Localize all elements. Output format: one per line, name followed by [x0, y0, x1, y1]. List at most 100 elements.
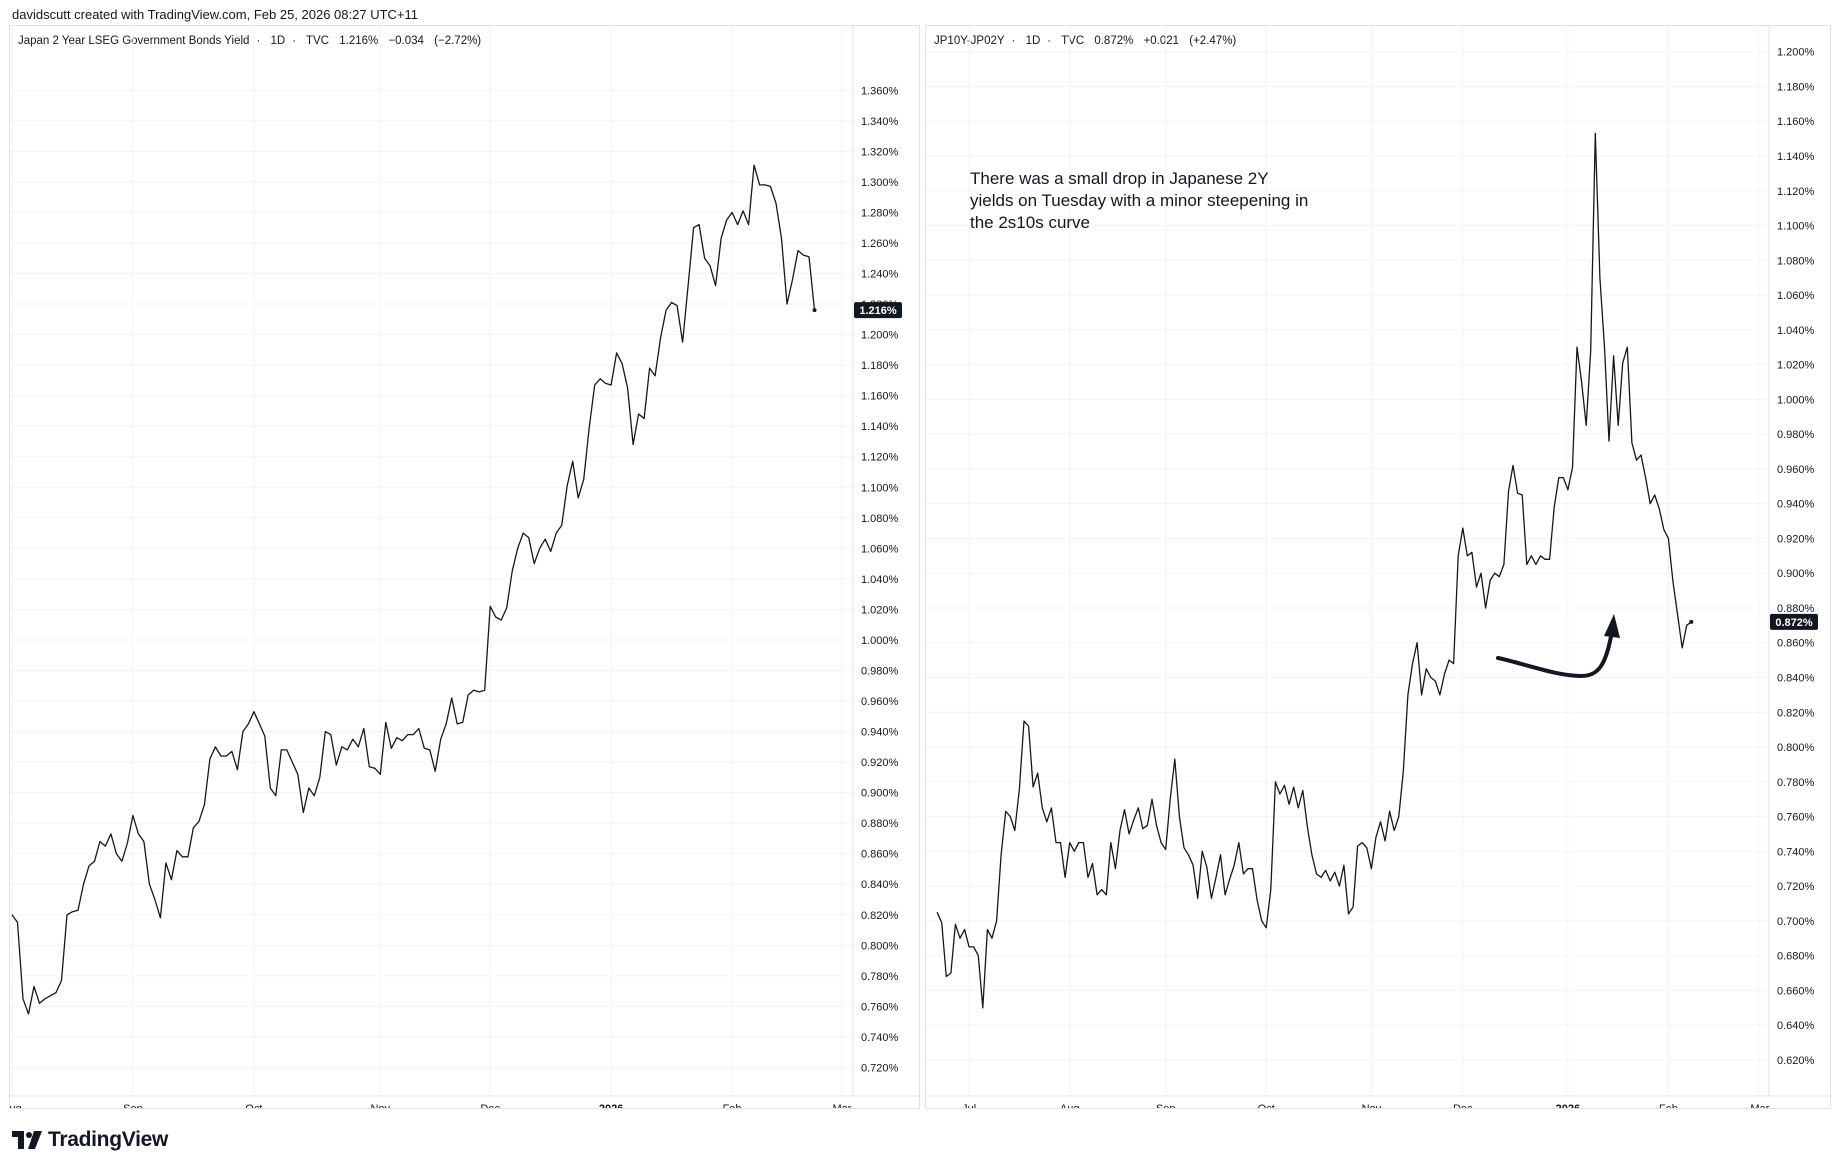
chart-canvas-jp2y[interactable]: 1.360% 1.340% 1.320% 1.300% 1.280% 1.260% 1.24… [10, 26, 919, 1108]
jp2y-series-line [11, 164, 816, 1015]
x-tick-label: Mar [1750, 1103, 1769, 1108]
x-tick-label: Aug [10, 1103, 22, 1108]
y-tick-label: 1.100% [861, 482, 899, 494]
y-tick-label: 0.820% [861, 910, 899, 922]
y-tick-label: 0.860% [1777, 638, 1815, 650]
y-tick-label: 0.720% [861, 1062, 899, 1074]
y-tick-label: 0.620% [1777, 1055, 1815, 1067]
y-tick-label: 0.660% [1777, 985, 1815, 997]
y-tick-label: 0.680% [1777, 951, 1815, 963]
y-tick-label: 0.760% [1777, 812, 1815, 824]
chart-panel-jp2y[interactable]: Japan 2 Year LSEG Government Bonds Yield… [9, 25, 920, 1109]
x-tick-label: Sep [1156, 1103, 1176, 1108]
legend-symbol: Japan 2 Year LSEG Government Bonds Yield [18, 35, 250, 47]
x-tick-label: Mar [833, 1103, 852, 1108]
spread-last-price-label: 0.872% [1775, 617, 1813, 629]
y-tick-label: 1.300% [861, 177, 899, 189]
chart-canvas-2s10s[interactable]: 1.200% 1.180% 1.160% 1.140% 1.120% 1.100% 1.08… [926, 26, 1830, 1108]
y-tick-label: 0.940% [861, 727, 899, 739]
y-tick-label: 1.340% [861, 116, 899, 128]
y-tick-label: 0.800% [861, 940, 899, 952]
y-tick-label: 0.760% [861, 1001, 899, 1013]
x-tick-label: Dec [480, 1103, 500, 1108]
y-tick-label: 0.860% [861, 849, 899, 861]
y-tick-label: 0.880% [1777, 603, 1815, 615]
x-tick-label: 2026 [599, 1103, 623, 1108]
y-tick-label: 1.140% [861, 421, 899, 433]
tradingview-brand[interactable]: TradingView [12, 1128, 168, 1152]
jp2y-last-price-label: 1.216% [859, 305, 897, 317]
y-tick-label: 0.780% [861, 971, 899, 983]
y-tick-label: 1.060% [1777, 290, 1815, 302]
jp2y-last-price-tag [854, 302, 902, 319]
chart-annotation-text: There was a small drop in Japanese 2Y yi… [970, 169, 1309, 232]
annotation-curved-arrow [1496, 629, 1614, 679]
y-tick-label: 0.840% [861, 879, 899, 891]
legend-interval: 1D [1025, 35, 1041, 47]
y-tick-label: 1.120% [861, 452, 899, 464]
chart-attribution: davidscutt created with TradingView.com,… [12, 7, 419, 22]
tradingview-logo-icon [12, 1131, 42, 1149]
y-tick-label: 1.200% [861, 330, 899, 342]
spread-last-price-tag [1770, 613, 1818, 630]
y-tick-label: 0.920% [861, 757, 899, 769]
x-tick-label: 2026 [1556, 1103, 1580, 1108]
x-tick-label: Feb [1659, 1103, 1678, 1108]
y-tick-label: 1.260% [861, 238, 899, 250]
y-tick-label: 0.800% [1777, 742, 1815, 754]
legend-last: 0.872% [1094, 35, 1134, 47]
y-tick-label: 1.360% [861, 85, 899, 97]
y-tick-label: 0.740% [861, 1032, 899, 1044]
x-tick-label: Jul [962, 1103, 976, 1108]
legend-last: 1.216% [339, 35, 379, 47]
legend-jp2y: Japan 2 Year LSEG Government Bonds Yield… [18, 35, 482, 47]
y-tick-label: 1.120% [1777, 186, 1815, 198]
y-tick-label: 1.000% [1777, 394, 1815, 406]
y-tick-label: 0.840% [1777, 672, 1815, 684]
y-tick-label: 0.940% [1777, 499, 1815, 511]
legend-change: −0.034 [388, 35, 424, 47]
y-tick-label: 0.720% [1777, 881, 1815, 893]
x-tick-label: Aug [1060, 1103, 1080, 1108]
y-tick-label: 1.180% [1777, 81, 1815, 93]
chart-panel-2s10s[interactable]: JP10Y-JP02Y · 1D · TVC 0.872% +0.021 (+2.4… [925, 25, 1831, 1109]
spread-series-line [936, 132, 1692, 1009]
y-tick-label: 0.780% [1777, 777, 1815, 789]
x-tick-label: Nov [1362, 1103, 1382, 1108]
y-tick-label: 1.280% [861, 207, 899, 219]
y-tick-label: 1.100% [1777, 221, 1815, 233]
y-tick-label: 1.160% [861, 391, 899, 403]
legend-change-pct: (+2.47%) [1189, 35, 1237, 47]
y-tick-label: 1.160% [1777, 116, 1815, 128]
x-tick-label: Sep [123, 1103, 143, 1108]
y-tick-label: 0.900% [1777, 568, 1815, 580]
x-tick-label: Dec [1453, 1103, 1473, 1108]
annotation-arrow-head-icon [1604, 614, 1620, 638]
y-tick-label: 1.060% [861, 543, 899, 555]
y-tick-label: 0.880% [861, 818, 899, 830]
y-tick-label: 0.980% [861, 665, 899, 677]
x-tick-label: Oct [1258, 1103, 1275, 1108]
x-tick-label: Feb [723, 1103, 742, 1108]
y-tick-label: 0.640% [1777, 1020, 1815, 1032]
legend-interval: 1D [270, 35, 286, 47]
spread-last-point [1689, 619, 1694, 624]
y-tick-label: 1.040% [861, 574, 899, 586]
x-tick-label: Oct [245, 1103, 262, 1108]
y-tick-label: 0.960% [861, 696, 899, 708]
y-tick-label: 1.080% [861, 513, 899, 525]
legend-source: TVC [1061, 35, 1085, 47]
y-tick-label: 0.980% [1777, 429, 1815, 441]
y-tick-label: 0.740% [1777, 846, 1815, 858]
y-tick-label: 0.820% [1777, 707, 1815, 719]
jp2y-last-point [812, 308, 817, 313]
x-tick-label: Nov [370, 1103, 390, 1108]
y-tick-label: 1.020% [1777, 360, 1815, 372]
y-tick-label: 0.700% [1777, 916, 1815, 928]
y-tick-label: 0.960% [1777, 464, 1815, 476]
legend-change: +0.021 [1143, 35, 1180, 47]
y-tick-label: 0.900% [861, 788, 899, 800]
y-tick-label: 1.240% [861, 268, 899, 280]
brand-name: TradingView [48, 1128, 169, 1151]
y-tick-label: 1.040% [1777, 325, 1815, 337]
